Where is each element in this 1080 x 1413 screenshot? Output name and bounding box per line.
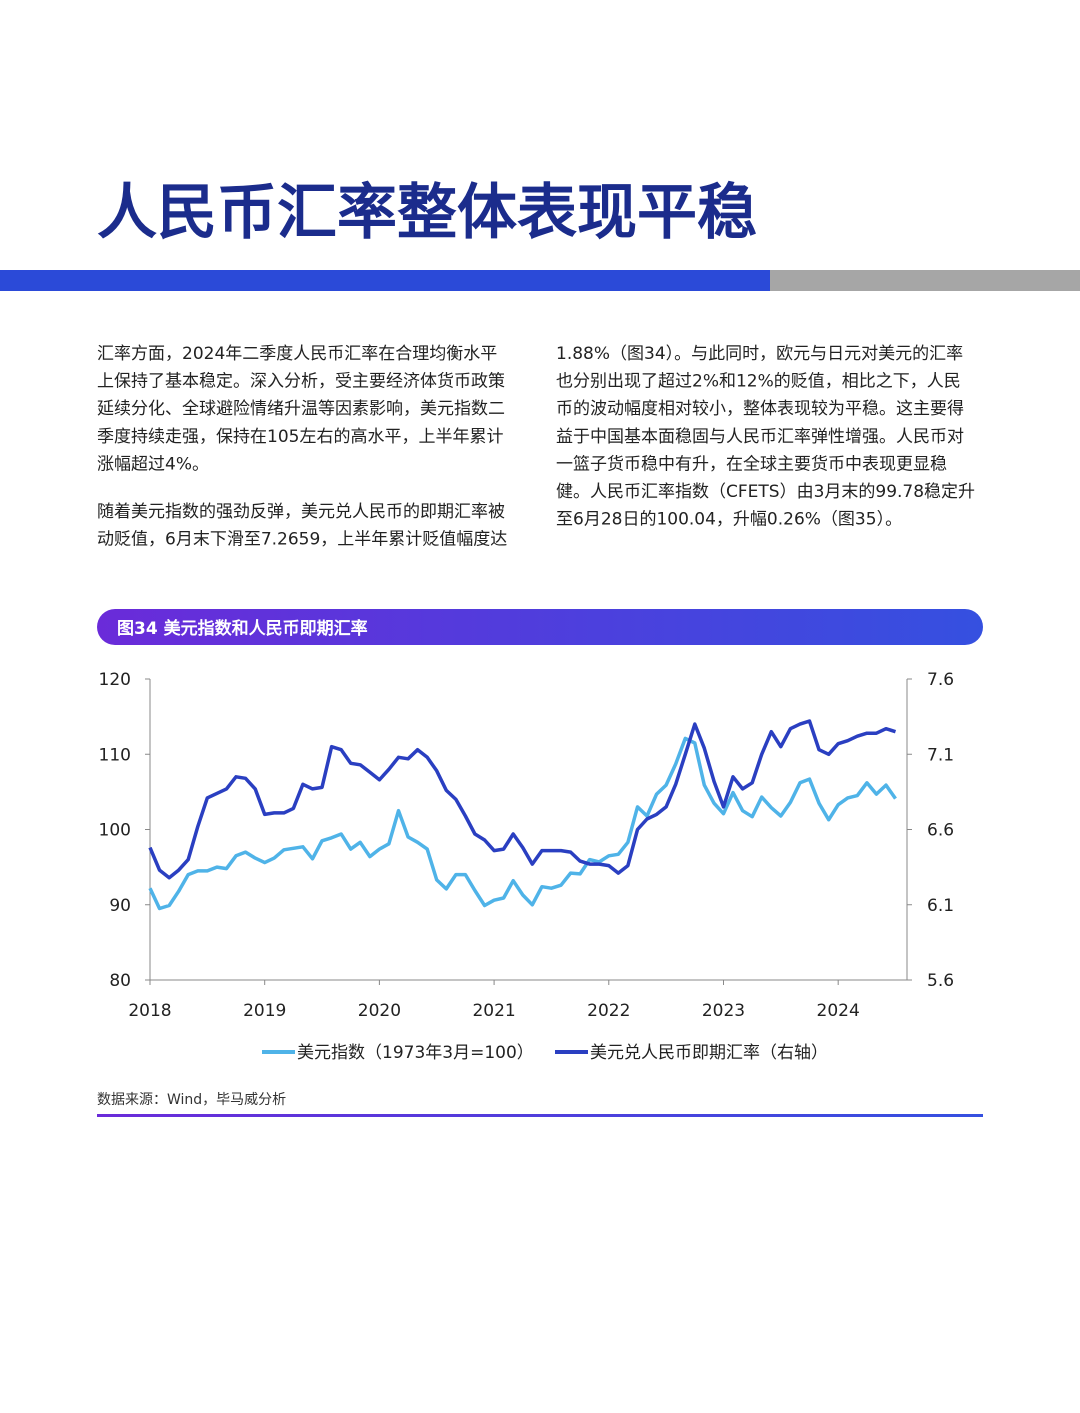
x-tick-label: 2018 (128, 1001, 171, 1021)
x-tick-label: 2024 (817, 1001, 860, 1021)
body-line: 随着美元指数的强劲反弹，美元兑人民币的即期汇率被 (97, 502, 505, 522)
y-tick-label: 100 (99, 821, 131, 841)
body-line: 益于中国基本面稳固与人民币汇率弹性增强。人民币对 (556, 427, 964, 447)
body-line: 币的波动幅度相对较小，整体表现较为平稳。这主要得 (556, 399, 964, 419)
x-tick-label: 2019 (243, 1001, 286, 1021)
body-line: 至6月28日的100.04，升幅0.26%（图35）。 (556, 510, 902, 530)
body-line: 延续分化、全球避险情绪升温等因素影响，美元指数二 (97, 399, 505, 419)
body-line: 涨幅超过4%。 (97, 454, 209, 474)
y-tick-label: 110 (99, 745, 131, 765)
x-tick-label: 2022 (587, 1001, 630, 1021)
page-title: 人民币汇率整体表现平稳 (97, 178, 757, 248)
source-note: 数据来源：Wind，毕马威分析 (97, 1092, 286, 1108)
body-line: 上保持了基本稳定。深入分析，受主要经济体货币政策 (97, 372, 505, 392)
x-tick-label: 2021 (472, 1001, 515, 1021)
body-line: 1.88%（图34）。与此同时，欧元与日元对美元的汇率 (556, 344, 963, 364)
bottom-rule (97, 1114, 983, 1117)
y2-tick-label: 6.1 (927, 896, 954, 916)
y-tick-label: 80 (109, 971, 131, 991)
legend-label: 美元兑人民币即期汇率（右轴） (590, 1043, 828, 1063)
series-line (148, 719, 897, 880)
y-tick-label: 90 (109, 896, 131, 916)
body-line: 也分别出现了超过2%和12%的贬值，相比之下，人民 (556, 372, 961, 392)
body-line: 汇率方面，2024年二季度人民币汇率在合理均衡水平 (97, 344, 497, 364)
y2-tick-label: 7.6 (927, 670, 954, 690)
title-bar (0, 270, 770, 291)
body-line: 一篮子货币稳中有升，在全球主要货币中表现更显稳 (556, 454, 947, 474)
y2-tick-label: 7.1 (927, 745, 954, 765)
figure-banner (97, 609, 983, 645)
y-tick-label: 120 (99, 670, 131, 690)
figure-label: 图34 美元指数和人民币即期汇率 (117, 618, 368, 639)
body-line: 动贬值，6月末下滑至7.2659，上半年累计贬值幅度达 (97, 530, 507, 550)
body-line: 季度持续走强，保持在105左右的高水平，上半年累计 (97, 427, 503, 447)
legend-label: 美元指数（1973年3月=100） (297, 1043, 534, 1063)
y2-tick-label: 5.6 (927, 971, 954, 991)
series-line (148, 736, 897, 911)
x-tick-label: 2023 (702, 1001, 745, 1021)
x-tick-label: 2020 (358, 1001, 401, 1021)
title-bar-gray (770, 270, 1080, 291)
y2-tick-label: 6.6 (927, 821, 954, 841)
body-line: 健。人民币汇率指数（CFETS）由3月末的99.78稳定升 (556, 482, 975, 502)
